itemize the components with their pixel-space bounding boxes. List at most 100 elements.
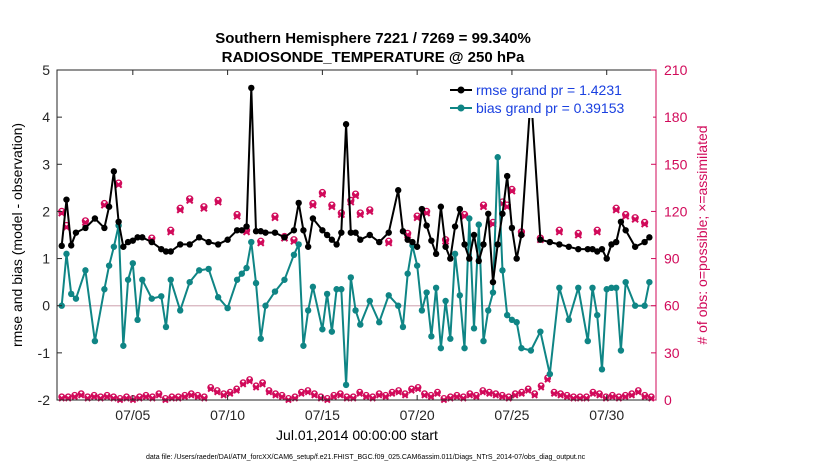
rmse-point — [589, 245, 596, 253]
obs-assimilated-point — [214, 198, 222, 206]
bias-point — [537, 328, 544, 335]
chart-title: Southern Hemisphere 7221 / 7269 = 99.340… — [215, 30, 531, 47]
bias-point — [134, 316, 141, 324]
rmse-point — [584, 245, 591, 253]
obs-assimilated-low-point — [421, 391, 428, 399]
y-tick-label: 5 — [42, 62, 50, 78]
obs-possible-point — [555, 226, 563, 234]
rmse-point — [518, 231, 525, 239]
obs-assimilated-low-point — [330, 393, 338, 401]
rmse-point — [366, 231, 373, 239]
bias-point — [489, 289, 497, 296]
obs-assimilated-point — [593, 228, 601, 236]
rmse-point — [594, 248, 601, 255]
rmse-point — [603, 255, 610, 262]
rmse-point — [418, 205, 426, 213]
y2-tick-label: 150 — [664, 156, 688, 172]
obs-assimilated-low-point — [531, 391, 538, 399]
obs-possible-point — [309, 199, 317, 208]
x-tick-label: 07/20 — [400, 407, 435, 423]
obs-assimilated-low-point — [641, 393, 649, 401]
bias-point — [295, 241, 302, 248]
bias-point — [475, 221, 482, 228]
x-tick-label: 07/10 — [210, 407, 245, 423]
rmse-point — [195, 234, 203, 241]
obs-assimilated-low-point — [453, 393, 461, 401]
rmse-point — [442, 243, 449, 250]
obs-assimilated-point — [233, 212, 241, 220]
bias-point — [309, 283, 317, 291]
bias-point — [342, 381, 350, 389]
obs-assimilated-low-point — [226, 390, 234, 398]
obs-assimilated-point — [413, 214, 421, 222]
bias-point — [323, 290, 331, 298]
obs-assimilated-low-point — [246, 377, 253, 385]
obs-assimilated-low-point — [466, 391, 474, 399]
rmse-point — [447, 255, 454, 262]
bias-point — [290, 251, 298, 258]
rmse-point — [413, 243, 421, 250]
obs-possible-point — [214, 196, 222, 205]
rmse-point — [233, 227, 241, 234]
bias-point — [622, 278, 629, 286]
bias-point — [177, 307, 184, 314]
x-tick-label: 07/05 — [115, 407, 150, 423]
obs-assimilated-low-point — [252, 384, 260, 391]
obs-possible-point — [328, 201, 336, 209]
bias-point — [124, 276, 132, 283]
bias-point — [518, 344, 525, 352]
obs-assimilated-point — [81, 218, 90, 227]
bias-point — [451, 250, 459, 258]
rmse-point — [281, 234, 288, 241]
obs-assimilated-point — [479, 203, 488, 211]
obs-assimilated-low-point — [395, 388, 402, 396]
obs-assimilated-low-point — [401, 391, 409, 399]
obs-assimilated-low-point — [609, 393, 616, 401]
bias-point — [589, 284, 596, 291]
rmse-point — [238, 227, 246, 234]
obs-assimilated-low-point — [90, 393, 98, 401]
obs-assimilated-point — [555, 228, 564, 236]
bias-point — [461, 344, 468, 352]
rmse-point — [466, 255, 473, 262]
obs-assimilated-low-point — [233, 387, 240, 394]
bias-point — [556, 284, 563, 291]
bias-point — [300, 342, 307, 349]
obs-assimilated-low-point — [408, 387, 415, 394]
obs-assimilated-low-point — [511, 391, 519, 399]
x-tick-label: 07/25 — [494, 407, 529, 423]
obs-possible-point — [351, 190, 360, 198]
rmse-point — [347, 229, 355, 236]
obs-assimilated-low-point — [550, 390, 558, 398]
bias-point — [281, 276, 288, 283]
bias-point — [91, 337, 99, 345]
obs-assimilated-low-point — [388, 390, 396, 398]
obs-possible-point — [167, 226, 175, 234]
bias-point — [105, 262, 113, 269]
obs-assimilated-low-point — [272, 391, 279, 399]
bias-point — [447, 335, 454, 342]
bias-point — [598, 366, 606, 373]
rmse-point — [68, 242, 75, 249]
obs-possible-point — [622, 210, 630, 219]
obs-possible-point — [81, 217, 90, 225]
bias-point — [480, 337, 487, 345]
bias-point — [423, 289, 430, 296]
rmse-point — [129, 237, 137, 244]
bias-point — [248, 238, 255, 246]
rmse-point — [565, 243, 573, 250]
rmse-point — [575, 245, 582, 253]
bias-point — [120, 342, 127, 349]
bias-point — [252, 279, 260, 287]
obs-assimilated-low-point — [265, 388, 273, 396]
rmse-point — [470, 231, 478, 239]
rmse-point — [357, 236, 364, 243]
rmse-point — [622, 227, 629, 234]
obs-assimilated-point — [351, 192, 360, 200]
obs-assimilated-low-point — [336, 391, 344, 399]
obs-assimilated-low-point — [596, 391, 603, 399]
obs-assimilated-low-point — [479, 388, 487, 396]
bias-point — [646, 278, 653, 286]
obs-assimilated-low-point — [492, 391, 500, 399]
plot-area — [57, 84, 656, 404]
